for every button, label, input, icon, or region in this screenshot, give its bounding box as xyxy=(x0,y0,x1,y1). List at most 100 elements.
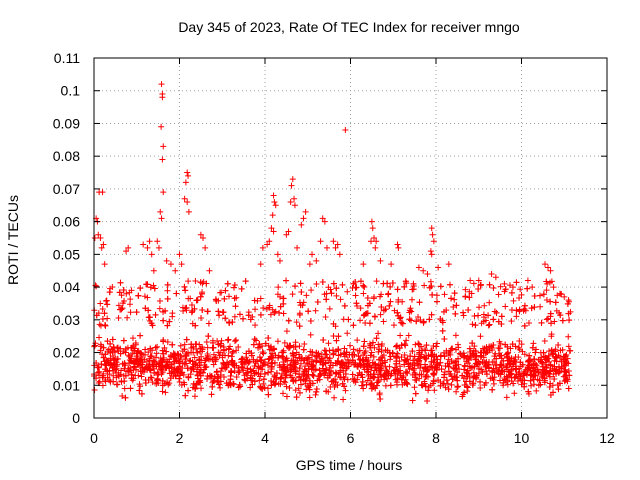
data-point xyxy=(330,351,337,358)
data-point xyxy=(428,358,435,365)
data-point xyxy=(467,364,474,371)
data-point xyxy=(307,317,314,324)
data-point xyxy=(236,381,243,388)
data-point xyxy=(352,284,359,291)
data-point xyxy=(283,277,290,284)
data-point xyxy=(408,296,415,303)
data-point xyxy=(515,344,522,351)
data-point xyxy=(322,314,329,321)
data-point xyxy=(296,323,303,330)
data-point xyxy=(457,351,464,358)
data-point xyxy=(222,287,229,294)
x-tick-label: 6 xyxy=(347,430,355,446)
data-point xyxy=(485,322,492,329)
data-point xyxy=(377,257,384,264)
data-point xyxy=(440,308,447,315)
data-point xyxy=(422,347,429,354)
data-point xyxy=(280,347,287,354)
data-point xyxy=(418,343,425,350)
data-point xyxy=(153,350,160,357)
data-point xyxy=(152,344,159,351)
data-point xyxy=(544,280,551,287)
data-point xyxy=(361,284,368,291)
data-point xyxy=(95,363,102,370)
data-point xyxy=(176,360,183,367)
data-point xyxy=(430,370,437,377)
data-point xyxy=(451,290,458,297)
data-point xyxy=(548,278,555,285)
data-point xyxy=(330,333,337,340)
data-point xyxy=(510,297,517,304)
data-point xyxy=(292,377,299,384)
data-point xyxy=(335,333,342,340)
data-point xyxy=(428,225,435,232)
data-point xyxy=(476,304,483,311)
data-point xyxy=(378,342,385,349)
data-point xyxy=(302,208,309,215)
data-point xyxy=(506,282,513,289)
data-point xyxy=(445,368,452,375)
data-point xyxy=(100,241,107,248)
data-point xyxy=(99,382,106,389)
data-point xyxy=(543,297,550,304)
data-point xyxy=(449,375,456,382)
data-point xyxy=(521,302,528,309)
data-point xyxy=(101,261,108,268)
data-point xyxy=(198,315,205,322)
data-point xyxy=(326,355,333,362)
data-point xyxy=(431,370,438,377)
data-point xyxy=(326,364,333,371)
data-point xyxy=(183,351,190,358)
data-point xyxy=(227,343,234,350)
data-point xyxy=(206,372,213,379)
x-tick-label: 0 xyxy=(90,430,98,446)
data-point xyxy=(107,378,114,385)
data-point xyxy=(185,208,192,215)
data-point xyxy=(468,354,475,361)
data-point xyxy=(529,344,536,351)
data-point xyxy=(547,310,554,317)
data-point xyxy=(351,351,358,358)
data-point xyxy=(540,349,547,356)
data-point xyxy=(342,387,349,394)
data-point xyxy=(99,374,106,381)
data-point xyxy=(518,341,525,348)
data-point xyxy=(528,305,535,312)
data-point xyxy=(466,363,473,370)
data-point xyxy=(170,352,177,359)
data-point xyxy=(271,199,278,205)
data-point xyxy=(437,353,444,360)
data-point xyxy=(357,317,364,324)
data-point xyxy=(413,318,420,325)
data-point xyxy=(107,349,114,356)
data-point xyxy=(261,384,268,391)
data-point xyxy=(540,291,547,298)
data-point xyxy=(269,306,276,313)
data-point xyxy=(132,341,139,348)
data-point xyxy=(450,303,457,310)
data-point xyxy=(472,356,479,363)
data-point xyxy=(472,348,479,355)
data-point xyxy=(291,195,298,202)
data-point xyxy=(270,192,277,199)
data-point xyxy=(341,383,348,390)
data-point xyxy=(454,377,461,384)
data-point xyxy=(466,378,473,385)
data-point xyxy=(559,317,566,324)
data-point xyxy=(203,338,210,345)
data-point xyxy=(184,365,191,372)
data-point xyxy=(297,360,304,367)
data-point xyxy=(120,348,127,355)
data-point xyxy=(479,368,486,375)
data-point xyxy=(378,373,385,380)
data-point xyxy=(371,313,378,320)
data-point xyxy=(565,343,572,350)
data-point xyxy=(538,319,545,326)
data-point xyxy=(197,293,204,300)
data-point xyxy=(256,341,263,348)
data-point xyxy=(95,231,102,238)
data-point xyxy=(395,368,402,375)
data-point xyxy=(555,386,562,393)
data-point xyxy=(377,396,384,403)
data-point xyxy=(176,251,183,258)
